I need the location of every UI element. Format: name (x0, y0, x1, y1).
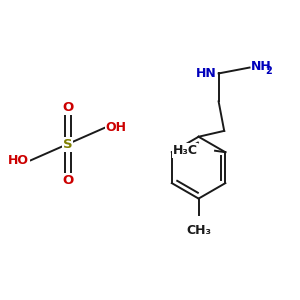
Text: CH₃: CH₃ (186, 224, 211, 237)
Text: O: O (62, 101, 73, 114)
Text: HO: HO (8, 154, 29, 167)
Text: HN: HN (196, 67, 216, 80)
Text: O: O (62, 174, 73, 188)
Text: H₃C: H₃C (172, 144, 197, 157)
Text: S: S (63, 138, 72, 151)
Text: OH: OH (106, 122, 127, 134)
Text: NH: NH (251, 60, 272, 73)
Text: 2: 2 (266, 66, 272, 76)
